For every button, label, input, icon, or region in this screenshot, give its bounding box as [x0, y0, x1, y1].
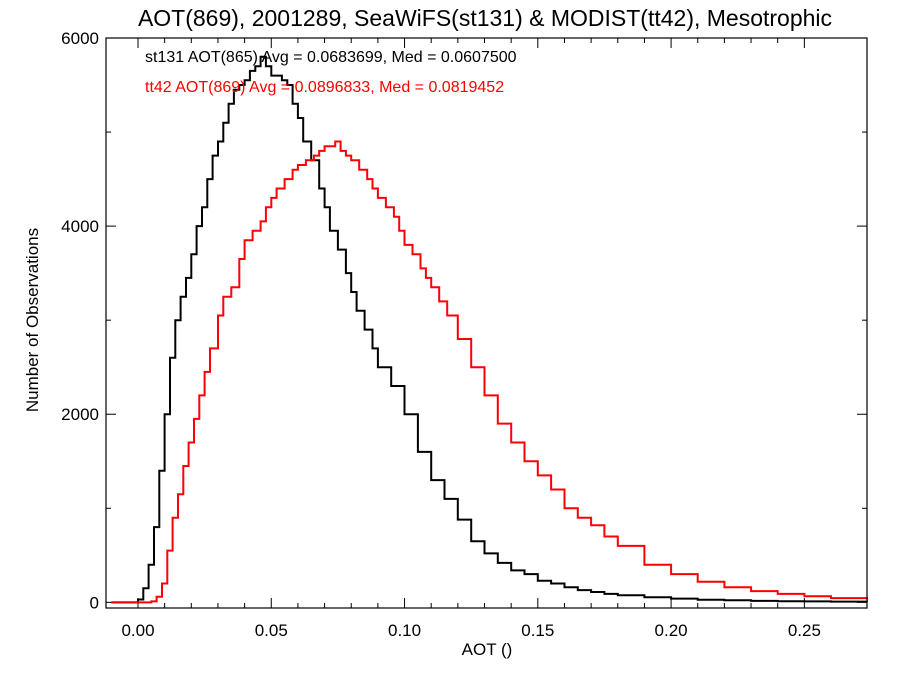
- x-axis-label: AOT (): [462, 640, 513, 659]
- y-tick-label: 6000: [61, 29, 99, 48]
- axis-ticks: 0.00 0.05 0.10 0.15 0.20 0.25 0 2000 4000 6000: [61, 29, 867, 640]
- series-st131-line: [111, 55, 868, 604]
- x-tick-label: 0.05: [255, 621, 288, 640]
- x-tick-label: 0.00: [121, 621, 154, 640]
- plot-frame: [105, 37, 868, 609]
- x-tick-label: 0.10: [388, 621, 421, 640]
- series-tt42-line: [111, 140, 868, 604]
- x-tick-label: 0.20: [655, 621, 688, 640]
- legend-entry-tt42: tt42 AOT(869) Avg = 0.0896833, Med = 0.0…: [145, 79, 504, 96]
- x-tick-label: 0.25: [788, 621, 821, 640]
- y-tick-label: 4000: [61, 217, 99, 236]
- y-axis-label: Number of Observations: [23, 228, 42, 412]
- series-lines: [111, 55, 868, 604]
- legend-entry-st131: st131 AOT(865) Avg = 0.0683699, Med = 0.…: [145, 49, 517, 66]
- x-tick-label: 0.15: [521, 621, 554, 640]
- y-tick-label: 2000: [61, 405, 99, 424]
- chart-title: AOT(869), 2001289, SeaWiFS(st131) & MODI…: [138, 5, 832, 31]
- y-tick-label: 0: [90, 593, 99, 612]
